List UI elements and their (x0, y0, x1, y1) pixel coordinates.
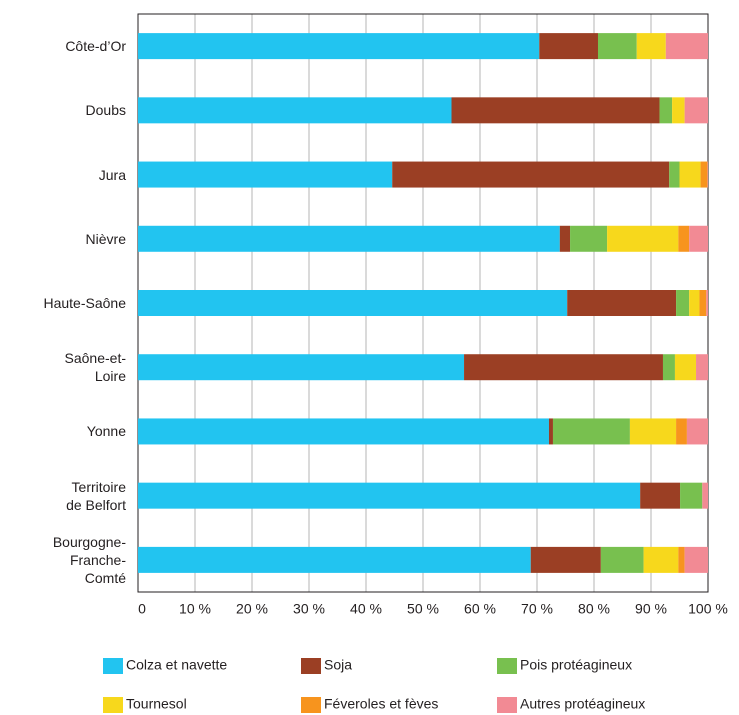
bar-segment (392, 161, 670, 188)
y-tick-label: Saône-et- Loire (64, 350, 126, 385)
y-tick-label: Haute-Saône (43, 295, 126, 311)
y-tick-label: Doubs (85, 102, 126, 119)
y-tick-label: Territoire de Belfort (66, 478, 126, 513)
legend-swatch (497, 658, 517, 674)
bar-segment (676, 418, 687, 445)
bar-segment (597, 33, 637, 60)
x-tick-label: 50 % (407, 601, 439, 617)
bar-segment (678, 225, 690, 252)
bar-segment (451, 97, 660, 124)
bar-segment (138, 161, 393, 188)
bar-segment (686, 418, 708, 445)
x-tick-label: 90 % (635, 601, 667, 617)
bar-segment (684, 97, 708, 124)
bar-segment (138, 290, 568, 316)
bar-segment (464, 354, 663, 381)
legend-swatch (301, 697, 321, 713)
legend-swatch (103, 697, 123, 713)
x-tick-label: 30 % (293, 601, 325, 617)
bar-segment (643, 546, 679, 573)
legend-label: Tournesol (126, 696, 187, 712)
bar-segment (567, 290, 677, 316)
bar-segment (559, 225, 571, 252)
bar-segment (702, 482, 708, 509)
y-tick-label: Yonne (86, 423, 126, 440)
x-tick-label: 20 % (236, 601, 268, 617)
bar-segment (629, 418, 677, 445)
x-tick-label: 40 % (350, 601, 382, 617)
bar-segment (138, 225, 560, 252)
bar-segment (138, 418, 549, 445)
bar-segment (138, 354, 465, 381)
bar-segment (636, 33, 666, 60)
x-tick-label: 10 % (179, 601, 211, 617)
bar-segment (669, 161, 680, 188)
y-tick-label: Nièvre (85, 230, 126, 247)
x-tick-label: 70 % (521, 601, 553, 617)
bar-segment (678, 546, 685, 573)
bar-segment (138, 546, 531, 573)
y-tick-label: Bourgogne- Franche- Comté (52, 533, 126, 586)
bar-segment (640, 482, 681, 509)
bar-segment (689, 290, 700, 316)
x-tick-label: 100 % (688, 601, 728, 617)
bar-segment (665, 33, 708, 60)
bar-segment (607, 225, 679, 252)
legend-swatch (103, 658, 123, 674)
bar-segment (659, 97, 673, 124)
bar-segment (700, 161, 708, 188)
bar-segment (570, 225, 608, 252)
y-tick-label: Côte-d’Or (65, 38, 126, 55)
bar-segment (662, 354, 675, 381)
bar-segment (680, 482, 703, 509)
y-tick-label: Jura (98, 166, 126, 183)
bar-segment (696, 354, 708, 381)
bar-segment (684, 546, 708, 573)
x-tick-label: 80 % (578, 601, 610, 617)
bar-segment (707, 161, 708, 188)
bar-segment (138, 33, 540, 60)
bar-segment (679, 161, 701, 188)
legend-label: Autres protéagineux (520, 696, 645, 712)
bar-segment (548, 418, 553, 445)
bar-segment (676, 290, 690, 316)
legend-swatch (301, 658, 321, 674)
bar-segment (674, 354, 697, 381)
legend-label: Pois protéagineux (520, 657, 632, 673)
bar-segment (530, 546, 601, 573)
bar-segment (672, 97, 685, 124)
legend-swatch (497, 697, 517, 713)
x-tick-label: 60 % (464, 601, 496, 617)
bar-segment (552, 418, 630, 445)
bar-segment (706, 290, 708, 316)
bar-segment (138, 482, 641, 509)
bar-segment (600, 546, 644, 573)
legend-label: Soja (324, 657, 352, 673)
x-tick-label: 0 (138, 601, 146, 617)
bar-segment (138, 97, 452, 124)
bar-segment (689, 225, 708, 252)
bar-segment (539, 33, 598, 60)
legend-label: Féveroles et fèves (324, 696, 438, 712)
legend-label: Colza et navette (126, 657, 227, 673)
bar-segment (699, 290, 707, 316)
